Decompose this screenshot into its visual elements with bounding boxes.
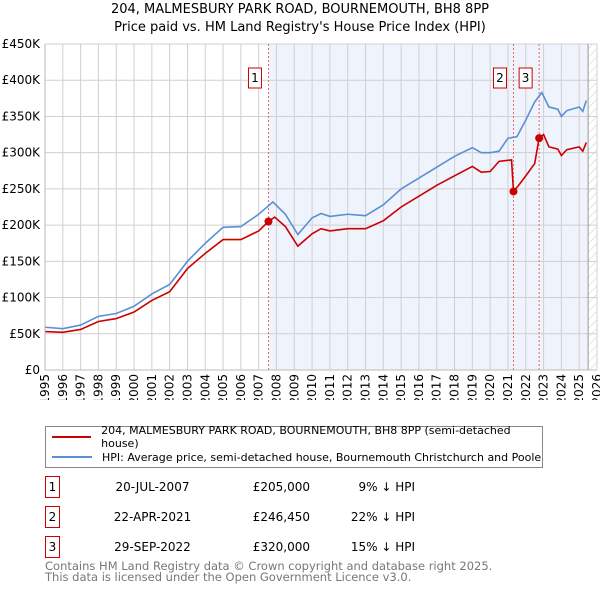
sale-marker-box bbox=[492, 67, 507, 89]
x-tick-label: 1999 bbox=[109, 374, 123, 400]
x-tick-label: 2006 bbox=[234, 374, 248, 400]
red-line-swatch bbox=[52, 436, 92, 438]
x-tick-label: 2013 bbox=[359, 374, 373, 400]
chart-title: 204, MALMESBURY PARK ROAD, BOURNEMOUTH, … bbox=[110, 2, 489, 17]
x-tick-label: 2000 bbox=[127, 374, 141, 400]
sale-marker-label: 1 bbox=[251, 71, 259, 85]
sale-marker-box bbox=[518, 67, 533, 89]
sale-price: £246,450 bbox=[252, 510, 310, 524]
marker-badge: 1 bbox=[45, 476, 60, 498]
y-tick-label: £300K bbox=[2, 146, 42, 160]
y-tick-label: £0 bbox=[25, 363, 40, 377]
transaction-row: 3 29-SEP-2022 £320,000 15% ↓ HPI bbox=[45, 536, 545, 558]
price-chart: 1995 1996 1997 1998 1999 2000 2001 2002 2003 2004… bbox=[2, 37, 600, 400]
x-tick-label: 2008 bbox=[269, 374, 283, 400]
legend: 204, MALMESBURY PARK ROAD, BOURNEMOUTH, … bbox=[45, 424, 543, 468]
hpi-diff: 15% ↓ HPI bbox=[350, 540, 415, 554]
x-tick-label: 1997 bbox=[74, 374, 88, 400]
sale-point bbox=[509, 187, 518, 196]
marker-badge: 2 bbox=[45, 506, 60, 528]
x-tick-label: 2001 bbox=[145, 374, 159, 400]
x-tick-label: 2002 bbox=[163, 374, 177, 400]
x-tick-label: 2003 bbox=[180, 374, 194, 400]
hpi-line bbox=[44, 91, 588, 330]
x-tick-label: 2026 bbox=[590, 374, 600, 400]
x-tick-label: 2023 bbox=[537, 374, 551, 400]
x-tick-label: 2009 bbox=[287, 374, 301, 400]
sale-price: £320,000 bbox=[252, 540, 310, 554]
footer-copyright: Contains HM Land Registry data © Crown c… bbox=[45, 559, 493, 573]
y-tick-label: £250K bbox=[2, 182, 42, 196]
sale-marker-label: 2 bbox=[496, 71, 504, 85]
x-tick-label: 2024 bbox=[554, 374, 568, 400]
x-tick-label: 2018 bbox=[448, 374, 462, 400]
x-tick-label: 2012 bbox=[341, 374, 355, 400]
sale-point bbox=[264, 217, 273, 226]
y-tick-label: £200K bbox=[2, 218, 42, 232]
sale-date: 22-APR-2021 bbox=[113, 510, 192, 524]
x-tick-label: 2014 bbox=[376, 374, 390, 400]
x-tick-label: 2010 bbox=[305, 374, 319, 400]
x-tick-label: 2011 bbox=[323, 374, 337, 400]
footer-licence: This data is licensed under the Open Gov… bbox=[45, 570, 412, 584]
legend-item-hpi: HPI: Average price, semi-detached house,… bbox=[52, 448, 541, 466]
x-tick-label: 2025 bbox=[572, 374, 586, 400]
sale-date: 20-JUL-2007 bbox=[115, 480, 190, 494]
chart-subtitle: Price paid vs. HM Land Registry's House … bbox=[114, 20, 486, 35]
y-tick-label: £100K bbox=[2, 291, 42, 305]
x-tick-label: 1996 bbox=[56, 374, 70, 400]
x-tick-label: 2021 bbox=[501, 374, 515, 400]
x-tick-label: 2019 bbox=[465, 374, 479, 400]
x-tick-label: 2020 bbox=[483, 374, 497, 400]
x-tick-label: 2017 bbox=[430, 374, 444, 400]
hpi-diff: 9% ↓ HPI bbox=[358, 480, 415, 494]
y-tick-label: £350K bbox=[2, 109, 42, 123]
hpi-diff: 22% ↓ HPI bbox=[350, 510, 415, 524]
x-tick-label: 2022 bbox=[519, 374, 533, 400]
legend-label: HPI: Average price, semi-detached house,… bbox=[102, 450, 542, 464]
sale-marker-box bbox=[247, 67, 262, 89]
sale-marker-label: 3 bbox=[522, 71, 530, 85]
legend-item-property: 204, MALMESBURY PARK ROAD, BOURNEMOUTH, … bbox=[52, 424, 542, 450]
transaction-row: 2 22-APR-2021 £246,450 22% ↓ HPI bbox=[45, 506, 545, 528]
y-tick-label: £150K bbox=[2, 254, 42, 268]
future-hatch-region bbox=[588, 44, 597, 370]
shaded-region bbox=[268, 44, 589, 370]
x-tick-label: 2007 bbox=[252, 374, 266, 400]
y-tick-label: £50K bbox=[9, 327, 41, 341]
blue-line-swatch bbox=[52, 456, 92, 458]
sale-price: £205,000 bbox=[252, 480, 310, 494]
x-tick-label: 2004 bbox=[198, 374, 212, 400]
y-tick-label: £450K bbox=[2, 37, 42, 51]
x-tick-label: 2016 bbox=[412, 374, 426, 400]
transaction-row: 1 20-JUL-2007 £205,000 9% ↓ HPI bbox=[45, 476, 545, 498]
y-tick-label: £400K bbox=[2, 73, 42, 87]
x-tick-label: 1995 bbox=[38, 374, 52, 400]
legend-label: 204, MALMESBURY PARK ROAD, BOURNEMOUTH, … bbox=[101, 424, 511, 450]
marker-badge: 3 bbox=[45, 536, 60, 558]
sale-date: 29-SEP-2022 bbox=[114, 540, 191, 554]
x-tick-label: 2005 bbox=[216, 374, 230, 400]
sale-point bbox=[535, 134, 544, 143]
x-tick-label: 1998 bbox=[91, 374, 105, 400]
x-tick-label: 2015 bbox=[394, 374, 408, 400]
